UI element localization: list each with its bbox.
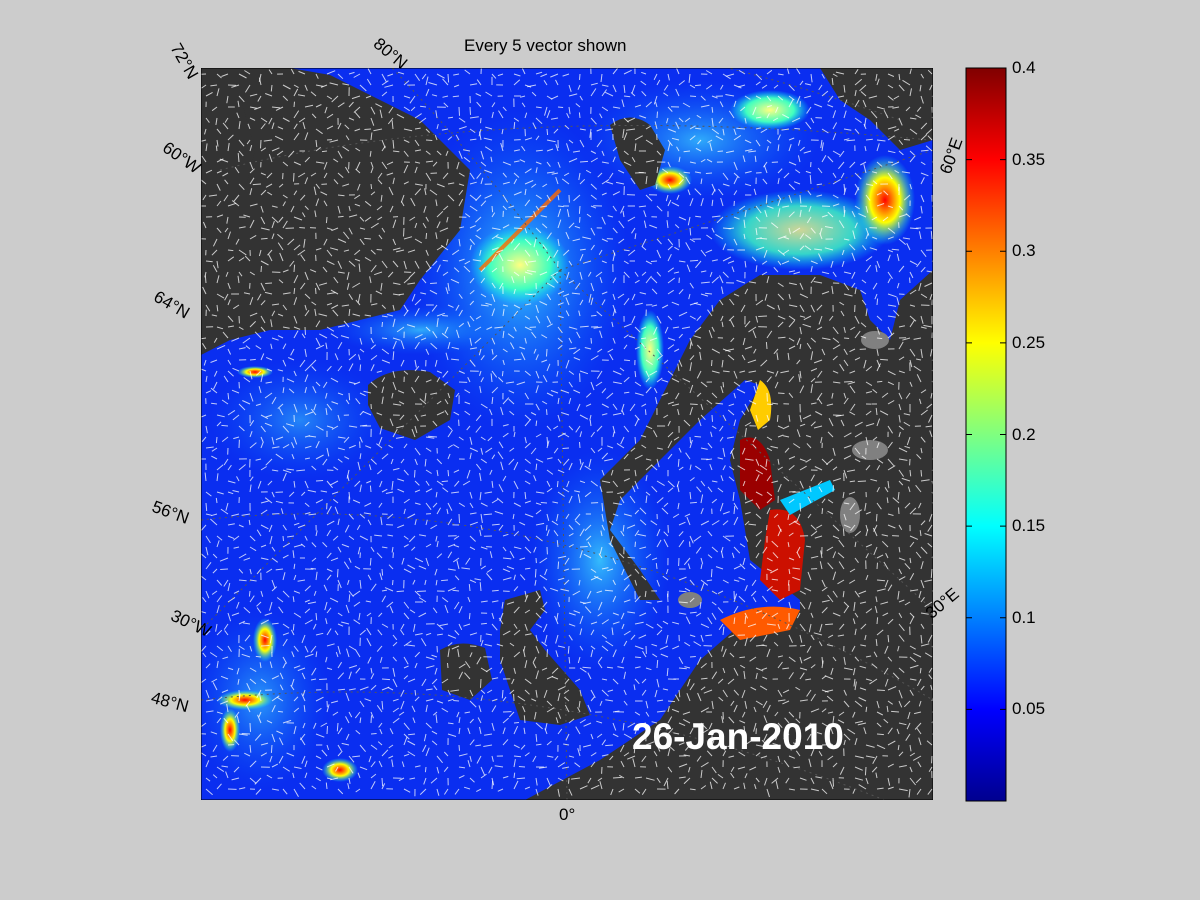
- current-vectors: [201, 68, 933, 798]
- novaya-zemlya: [820, 68, 933, 150]
- figure-title: Every 5 vector shown: [464, 36, 627, 55]
- date-label: 26-Jan-2010: [632, 716, 844, 757]
- colorbar-tick-label: 0.3: [1012, 241, 1036, 261]
- baltic-sea: [720, 380, 835, 640]
- colorbar: [965, 67, 1007, 802]
- colorbar-gradient: [965, 67, 1007, 802]
- colorbar-tick-label: 0.1: [1012, 607, 1036, 627]
- colorbar-tick-label: 0.4: [1012, 58, 1036, 77]
- svalbard: [610, 117, 665, 190]
- colorbar-tick-label: 0.35: [1012, 149, 1046, 169]
- colorbar-tick-label: 0.2: [1012, 424, 1036, 444]
- iceland: [368, 370, 455, 440]
- colorbar-tick-label: 0.25: [1012, 332, 1046, 352]
- colorbar-ticks: [966, 67, 1006, 710]
- scandinavia-russia: [525, 270, 933, 800]
- graticule: [201, 68, 933, 800]
- map-panel: [201, 68, 933, 800]
- ireland: [440, 643, 492, 700]
- colorbar-tick-label: 0.05: [1012, 699, 1046, 719]
- lakes: [678, 331, 889, 608]
- colorbar-tick-label: 0.15: [1012, 516, 1046, 536]
- graticule-label-0: 0°: [559, 805, 576, 824]
- canada-corner: [201, 68, 255, 215]
